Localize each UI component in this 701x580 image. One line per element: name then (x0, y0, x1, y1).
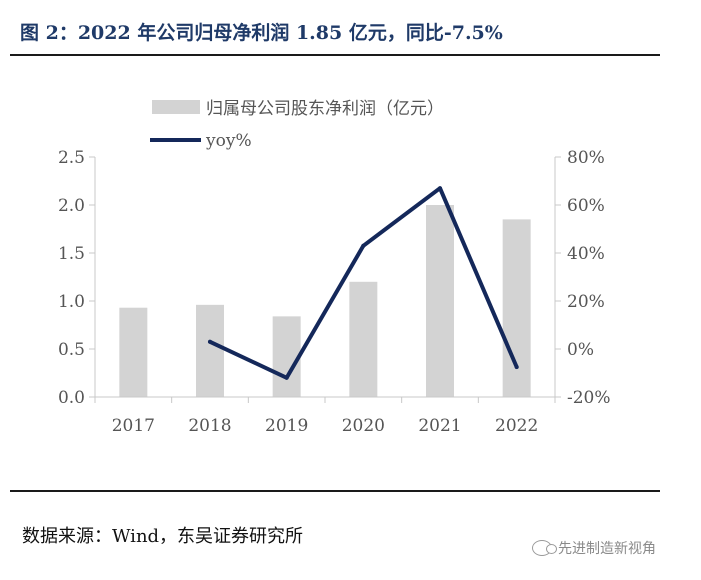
legend: 归属母公司股东净利润（亿元） yoy% (150, 99, 444, 151)
y-left-tick-label: 0.5 (58, 340, 85, 360)
watermark-text: 先进制造新视角 (558, 541, 656, 557)
y-left-tick-label: 0.0 (58, 388, 85, 408)
top-divider (10, 54, 660, 56)
bar-2021 (426, 205, 454, 397)
chart-title: 图 2：2022 年公司归母净利润 1.85 亿元，同比-7.5% (20, 22, 503, 44)
y-right-tick-label: 60% (567, 196, 605, 216)
bar-2022 (502, 219, 531, 397)
y-left-tick-label: 2.0 (58, 196, 85, 216)
legend-label-line: yoy% (205, 131, 252, 151)
x-tick-label: 2021 (418, 416, 461, 436)
yoy-point-2018 (208, 339, 212, 344)
source-note: 数据来源：Wind，东吴证券研究所 (22, 526, 304, 547)
y-left-tick-label: 2.5 (58, 148, 85, 168)
bar-2017 (119, 307, 148, 397)
legend-label-bar: 归属母公司股东净利润（亿元） (206, 99, 444, 119)
y-right-tick-label: 40% (567, 244, 605, 264)
yoy-point-2022 (514, 365, 519, 369)
legend-swatch-bar (152, 100, 200, 114)
bar-2019 (272, 316, 301, 397)
x-tick-label: 2019 (265, 416, 308, 436)
y-left-tick-label: 1.5 (58, 244, 85, 264)
y-right-tick-label: 80% (567, 148, 605, 168)
bar-2018 (196, 304, 224, 397)
y-right-tick-label: 0% (567, 340, 594, 360)
bar-2020 (349, 281, 378, 397)
yoy-point-2019 (284, 375, 289, 380)
x-tick-label: 2022 (495, 416, 538, 436)
y-left-tick-label: 1.0 (58, 292, 85, 312)
bottom-divider (10, 490, 660, 492)
y-right-tick-label: -20% (567, 388, 611, 408)
y-right-tick-label: 20% (567, 292, 605, 312)
watermark: 先进制造新视角 (532, 538, 656, 558)
x-tick-label: 2017 (112, 416, 155, 436)
wechat-icon (532, 540, 557, 556)
yoy-point-2020 (361, 243, 366, 248)
x-tick-label: 2018 (188, 416, 231, 436)
yoy-point-2021 (438, 186, 442, 191)
x-tick-label: 2020 (342, 416, 385, 436)
chart: 归属母公司股东净利润（亿元） yoy% 0.0 0.5 1.0 1.5 2.0 2.5 -20… (58, 99, 611, 436)
